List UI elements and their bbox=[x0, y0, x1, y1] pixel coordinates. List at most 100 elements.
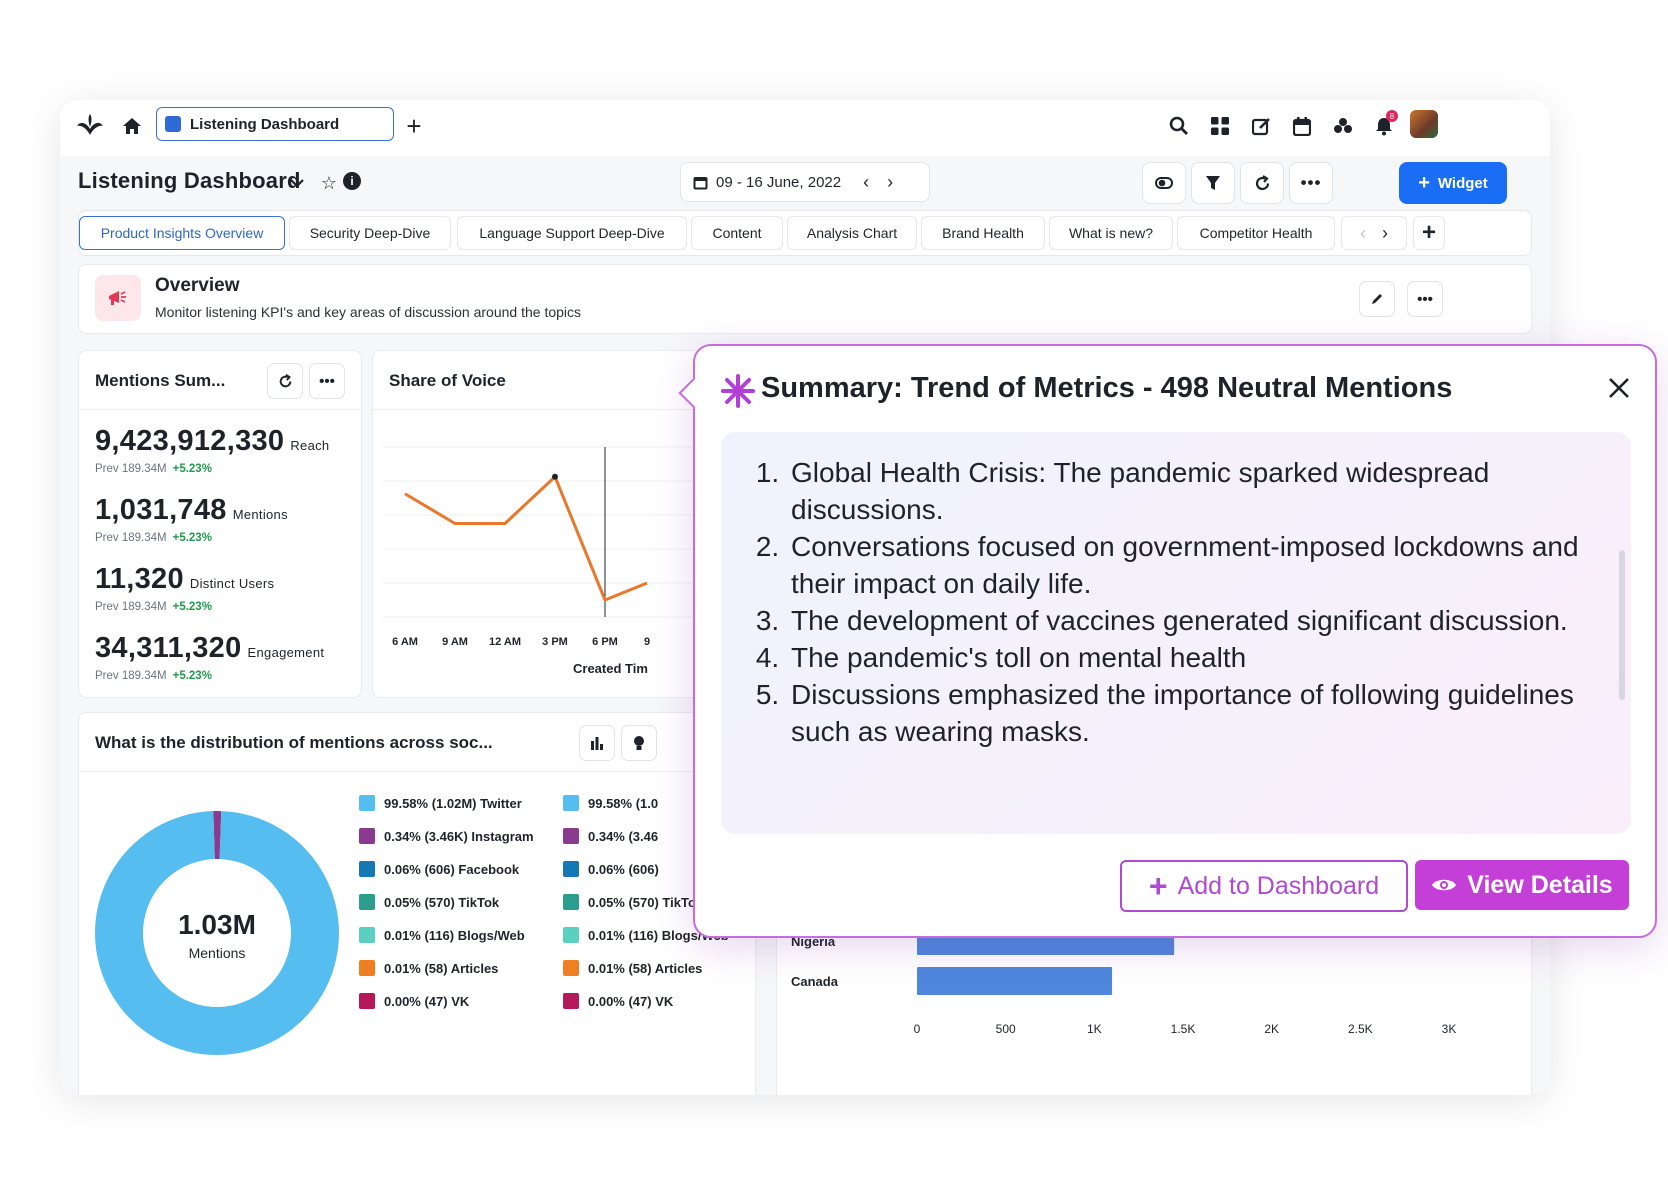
tab-language-support-deep-dive[interactable]: Language Support Deep-Dive bbox=[457, 216, 687, 250]
toggle-icon bbox=[1155, 177, 1173, 189]
refresh-icon bbox=[279, 373, 291, 387]
legend-item[interactable]: 0.01% (116) Blogs/Web bbox=[563, 927, 729, 943]
dashboard-tabs: Product Insights Overview Security Deep-… bbox=[78, 210, 1532, 256]
page-title: Listening Dashboard bbox=[78, 168, 301, 193]
donut-slice-twitter bbox=[95, 811, 340, 1055]
logo-icon[interactable] bbox=[72, 110, 108, 140]
refresh-button[interactable] bbox=[1240, 162, 1284, 204]
notification-badge: 8 bbox=[1386, 110, 1398, 122]
x-tick-label: 12 AM bbox=[489, 636, 521, 648]
star-icon[interactable]: ☆ bbox=[320, 172, 338, 193]
legend-item[interactable]: 0.00% (47) VK bbox=[359, 993, 469, 1009]
legend-swatch bbox=[359, 993, 375, 1009]
legend-item[interactable]: 99.58% (1.02M) Twitter bbox=[359, 795, 522, 811]
legend-label: 99.58% (1.02M) Twitter bbox=[384, 795, 522, 811]
legend-item[interactable]: 0.34% (3.46K) Instagram bbox=[359, 828, 534, 844]
mentions-more-button[interactable]: ••• bbox=[309, 363, 345, 399]
legend-item[interactable]: 0.06% (606) bbox=[563, 861, 659, 877]
donut-center-label: Mentions bbox=[188, 945, 246, 961]
legend-label: 99.58% (1.0 bbox=[588, 795, 659, 811]
x-axis-label: Created Tim bbox=[573, 661, 648, 676]
tab-content[interactable]: Content bbox=[691, 216, 783, 250]
legend-label: 0.01% (116) Blogs/Web bbox=[384, 927, 525, 943]
add-to-dashboard-button[interactable]: + Add to Dashboard bbox=[1120, 860, 1408, 912]
chevron-down-icon[interactable] bbox=[286, 170, 308, 196]
tab-competitor-health[interactable]: Competitor Health bbox=[1177, 216, 1335, 250]
apps-icon[interactable] bbox=[1206, 112, 1234, 140]
tabs-scroll-buttons: ‹ › bbox=[1341, 216, 1407, 250]
overview-title: Overview bbox=[155, 275, 240, 296]
legend-item[interactable]: 0.01% (116) Blogs/Web bbox=[359, 927, 525, 943]
legend-swatch bbox=[359, 894, 375, 910]
calendar-icon[interactable] bbox=[1288, 112, 1316, 140]
y-tick-label: Canada bbox=[791, 974, 839, 989]
home-icon[interactable] bbox=[118, 112, 146, 140]
legend-item[interactable]: 0.05% (570) TikTok bbox=[359, 894, 499, 910]
add-tab-button[interactable]: + bbox=[1413, 216, 1445, 250]
chevron-left-icon[interactable]: ‹ bbox=[1360, 222, 1366, 243]
plus-icon[interactable]: + bbox=[406, 110, 422, 141]
overview-more-button[interactable]: ••• bbox=[1407, 281, 1443, 317]
bell-icon[interactable]: 8 bbox=[1370, 110, 1398, 140]
chevron-right-icon[interactable]: › bbox=[1382, 222, 1388, 243]
legend-item[interactable]: 0.01% (58) Articles bbox=[359, 960, 498, 976]
pencil-icon bbox=[1372, 294, 1382, 304]
chart-type-button[interactable] bbox=[579, 725, 615, 761]
tab-security-deep-dive[interactable]: Security Deep-Dive bbox=[289, 216, 451, 250]
chevron-right-icon[interactable]: › bbox=[887, 171, 894, 192]
x-tick-label: 2K bbox=[1264, 1022, 1279, 1036]
share-of-voice-chart: 6 AM 9 AM 12 AM 3 PM 6 PM 9 bbox=[383, 446, 753, 648]
summary-item: The development of vaccines generated si… bbox=[787, 602, 1591, 639]
legend-label: 0.01% (58) Articles bbox=[384, 960, 499, 976]
x-tick-label: 2.5K bbox=[1348, 1022, 1373, 1036]
info-icon[interactable]: i bbox=[343, 172, 361, 190]
legend-item[interactable]: 0.00% (47) VK bbox=[563, 993, 673, 1009]
legend-item[interactable]: 0.05% (570) TikTok bbox=[563, 894, 703, 910]
legend-swatch bbox=[563, 795, 579, 811]
mentions-value: 1,031,748 Mentions bbox=[95, 494, 288, 526]
puzzle-icon[interactable] bbox=[1329, 112, 1357, 140]
date-range-picker[interactable]: 09 - 16 June, 2022 ‹ › bbox=[680, 162, 930, 202]
toggle-button[interactable] bbox=[1142, 162, 1186, 204]
legend-label: 0.06% (606) Facebook bbox=[384, 861, 520, 877]
x-tick-label: 3 PM bbox=[542, 636, 568, 648]
x-tick-label: 1.5K bbox=[1171, 1022, 1196, 1036]
legend-item[interactable]: 99.58% (1.0 bbox=[563, 795, 658, 811]
donut-slice-instagram bbox=[213, 811, 222, 860]
legend-item[interactable]: 0.34% (3.46 bbox=[563, 828, 658, 844]
summary-item: Global Health Crisis: The pandemic spark… bbox=[787, 454, 1591, 528]
chevron-left-icon[interactable]: ‹ bbox=[863, 171, 870, 192]
search-icon[interactable] bbox=[1165, 112, 1193, 140]
close-icon[interactable] bbox=[1607, 376, 1635, 404]
legend-swatch bbox=[563, 927, 579, 943]
bar-chart-icon bbox=[591, 737, 603, 750]
tab-analysis-chart[interactable]: Analysis Chart bbox=[787, 216, 917, 250]
x-tick-label: 0 bbox=[914, 1022, 921, 1036]
dashboard-tab[interactable]: Listening Dashboard bbox=[156, 107, 394, 141]
refresh-button[interactable] bbox=[267, 363, 303, 399]
edit-button[interactable] bbox=[1359, 281, 1395, 317]
legend-label: 0.34% (3.46K) Instagram bbox=[384, 828, 534, 844]
scrollbar[interactable] bbox=[1619, 550, 1625, 700]
add-widget-button[interactable]: + Widget bbox=[1399, 162, 1507, 204]
more-button[interactable]: ••• bbox=[1289, 162, 1333, 204]
tab-product-insights-overview[interactable]: Product Insights Overview bbox=[79, 216, 285, 250]
compose-icon[interactable] bbox=[1247, 112, 1275, 140]
x-tick-label: 1K bbox=[1087, 1022, 1102, 1036]
distribution-card: What is the distribution of mentions acr… bbox=[78, 712, 756, 1095]
legend-label: 0.00% (47) VK bbox=[588, 993, 674, 1009]
distinct-users-value: 11,320 Distinct Users bbox=[95, 563, 275, 595]
view-details-button[interactable]: View Details bbox=[1415, 860, 1629, 910]
tab-what-is-new[interactable]: What is new? bbox=[1049, 216, 1173, 250]
legend-item[interactable]: 0.01% (58) Articles bbox=[563, 960, 702, 976]
avatar[interactable] bbox=[1410, 110, 1438, 138]
share-of-voice-title: Share of Voice bbox=[389, 371, 506, 390]
legend-item[interactable]: 0.06% (606) Facebook bbox=[359, 861, 519, 877]
data-point bbox=[552, 473, 558, 480]
insights-button[interactable] bbox=[621, 725, 657, 761]
tab-brand-health[interactable]: Brand Health bbox=[921, 216, 1045, 250]
mentions-summary-card: Mentions Sum... ••• 9,423,912,330 Reach P… bbox=[78, 350, 362, 698]
filter-button[interactable] bbox=[1191, 162, 1235, 204]
x-tick-label: 500 bbox=[996, 1022, 1016, 1036]
x-tick-label: 9 bbox=[644, 636, 650, 648]
